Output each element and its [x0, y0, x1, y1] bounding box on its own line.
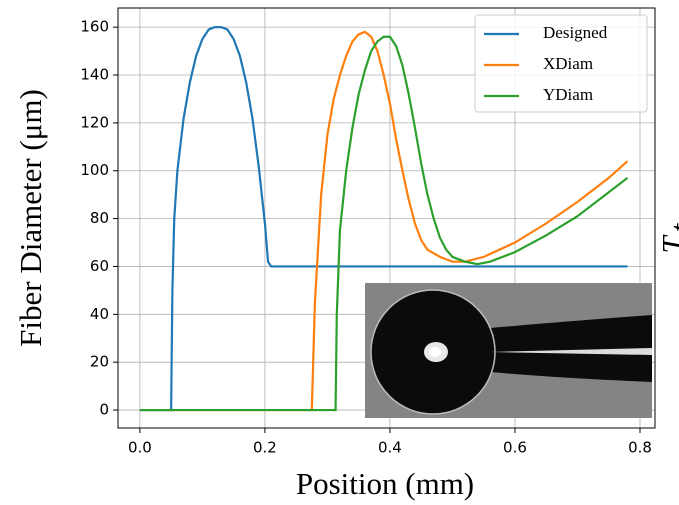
x-tick-label: 0.0	[128, 439, 152, 457]
y-tick-label: 0	[99, 401, 109, 419]
series-line	[139, 35, 629, 412]
x-tick-label: 0.2	[253, 439, 277, 457]
series-line	[139, 30, 629, 412]
side-label: T	[655, 234, 679, 254]
y-axis-label: Fiber Diameter (μm)	[13, 89, 48, 347]
y-tick-label: 20	[90, 353, 109, 371]
y-tick-label: 140	[80, 66, 109, 84]
side-label-sub: t	[663, 222, 679, 232]
plot-frame	[117, 7, 656, 429]
legend-box	[474, 14, 648, 113]
series-line	[139, 26, 628, 412]
y-tick-label: 160	[80, 18, 109, 36]
inset-image	[365, 283, 652, 418]
legend-label: XDiam	[543, 54, 593, 73]
y-tick-label: 40	[90, 305, 109, 323]
x-axis-label: Position (mm)	[296, 466, 474, 501]
x-tick-label: 0.8	[628, 439, 652, 457]
x-tick-label: 0.6	[503, 439, 527, 457]
legend: Designed XDiam YDiam	[474, 14, 648, 113]
x-tick-label: 0.4	[378, 439, 402, 457]
y-tick-label: 100	[80, 161, 109, 179]
legend-label: Designed	[543, 23, 608, 42]
y-tick-label: 80	[90, 209, 109, 227]
y-tick-label: 60	[90, 257, 109, 275]
y-tick-label: 120	[80, 113, 109, 131]
legend-label: YDiam	[543, 85, 593, 104]
lines	[139, 26, 629, 412]
